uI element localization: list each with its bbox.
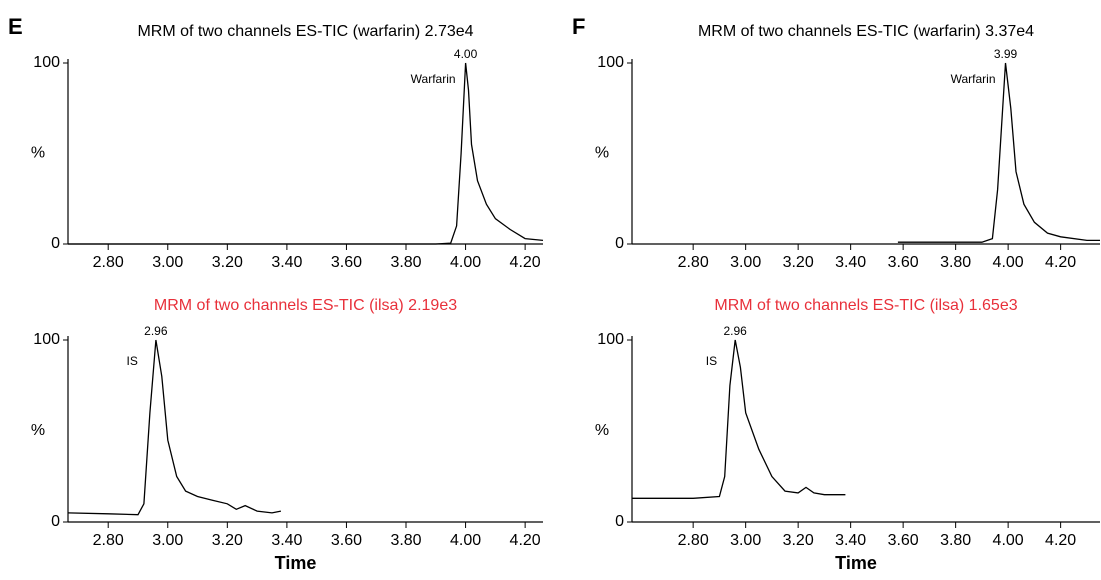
x-axis-label: Time <box>275 553 317 573</box>
chart-title: MRM of two channels ES-TIC (ilsa) 1.65e3 <box>714 297 1017 314</box>
x-tick-label: 3.80 <box>940 532 971 549</box>
x-tick-label: 4.00 <box>993 254 1024 271</box>
trace <box>67 339 282 516</box>
y-tick-label: 0 <box>51 513 60 530</box>
chart-title: MRM of two channels ES-TIC (warfarin) 2.… <box>137 23 473 40</box>
x-tick-label: 3.40 <box>271 254 302 271</box>
peak-label: 3.99 <box>994 47 1018 61</box>
x-tick-label: 3.60 <box>888 254 919 271</box>
x-tick-label: 4.00 <box>450 532 481 549</box>
trace <box>68 62 544 245</box>
x-tick-label: 3.60 <box>331 532 362 549</box>
compound-label: Warfarin <box>951 72 996 86</box>
y-axis-label: % <box>31 422 45 439</box>
x-tick-label: 2.80 <box>678 254 709 271</box>
x-tick-label: 3.40 <box>835 254 866 271</box>
x-tick-label: 3.20 <box>212 254 243 271</box>
y-tick-label: 100 <box>597 54 624 71</box>
chart-title: MRM of two channels ES-TIC (warfarin) 3.… <box>698 23 1034 40</box>
x-tick-label: 3.60 <box>888 532 919 549</box>
trace <box>632 339 846 499</box>
x-tick-label: 3.80 <box>390 254 421 271</box>
x-tick-label: 4.20 <box>1045 254 1076 271</box>
x-tick-label: 3.20 <box>783 532 814 549</box>
panel-letter: E <box>8 14 23 39</box>
y-axis-label: % <box>31 145 45 162</box>
x-tick-label: 4.20 <box>1045 532 1076 549</box>
x-tick-label: 2.80 <box>678 532 709 549</box>
x-tick-label: 4.00 <box>450 254 481 271</box>
chart-title: MRM of two channels ES-TIC (ilsa) 2.19e3 <box>154 297 457 314</box>
y-tick-label: 100 <box>33 331 60 348</box>
peak-label: 2.96 <box>723 324 747 338</box>
x-tick-label: 3.20 <box>212 532 243 549</box>
y-tick-label: 100 <box>33 54 60 71</box>
peak-label: 2.96 <box>144 324 168 338</box>
x-tick-label: 2.80 <box>93 532 124 549</box>
x-tick-label: 3.80 <box>390 532 421 549</box>
x-tick-label: 3.40 <box>835 532 866 549</box>
x-tick-label: 2.80 <box>93 254 124 271</box>
trace <box>897 62 1100 243</box>
x-axis-label: Time <box>835 553 877 573</box>
y-tick-label: 0 <box>615 235 624 252</box>
y-axis-label: % <box>595 422 609 439</box>
x-tick-label: 3.60 <box>331 254 362 271</box>
x-tick-label: 3.00 <box>730 254 761 271</box>
x-tick-label: 4.00 <box>993 532 1024 549</box>
y-axis-label: % <box>595 145 609 162</box>
x-tick-label: 3.80 <box>940 254 971 271</box>
x-tick-label: 3.00 <box>730 532 761 549</box>
compound-label: IS <box>706 354 717 368</box>
x-tick-label: 3.00 <box>152 532 183 549</box>
y-tick-label: 0 <box>615 513 624 530</box>
compound-label: IS <box>127 354 138 368</box>
peak-label: 4.00 <box>454 47 478 61</box>
panel-letter: F <box>572 14 585 39</box>
x-tick-label: 3.40 <box>271 532 302 549</box>
y-tick-label: 0 <box>51 235 60 252</box>
x-tick-label: 4.20 <box>510 532 541 549</box>
x-tick-label: 4.20 <box>510 254 541 271</box>
y-tick-label: 100 <box>597 331 624 348</box>
x-tick-label: 3.00 <box>152 254 183 271</box>
x-tick-label: 3.20 <box>783 254 814 271</box>
compound-label: Warfarin <box>411 72 456 86</box>
